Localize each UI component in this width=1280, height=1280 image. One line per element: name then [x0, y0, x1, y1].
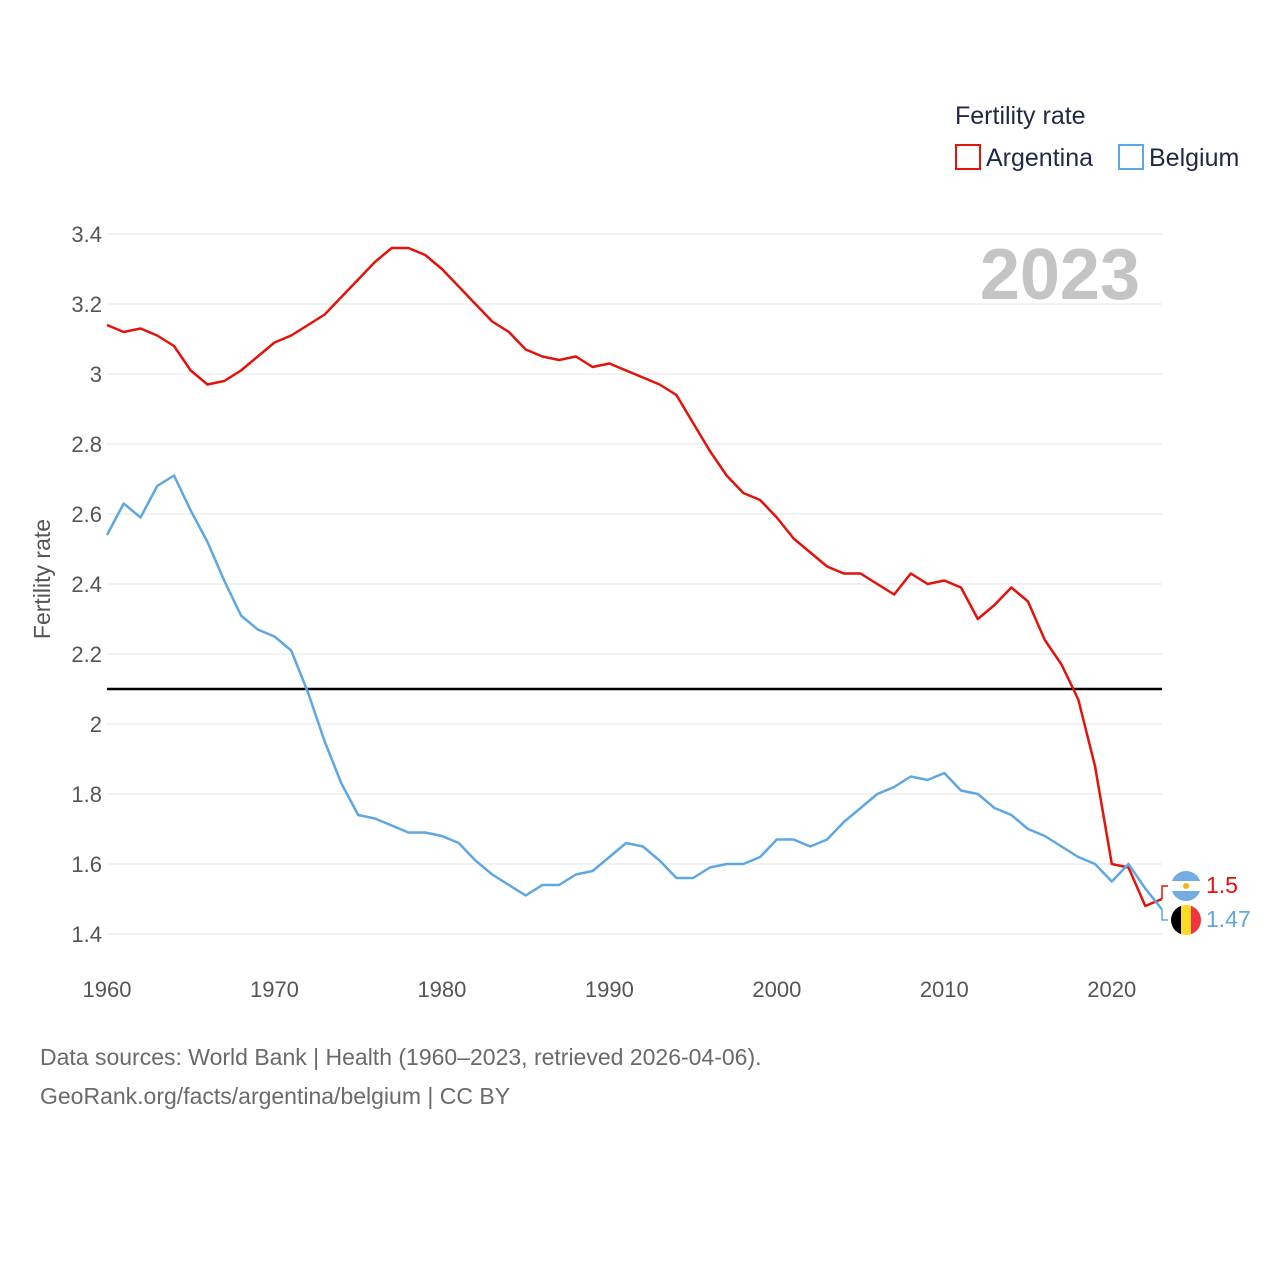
- y-tick-label: 1.6: [71, 852, 102, 877]
- x-tick-label: 2020: [1087, 977, 1136, 1002]
- legend-item-argentina[interactable]: Argentina: [955, 144, 1093, 172]
- x-axis-ticks: 1960 1970 1980 1990 2000 2010 2020: [83, 977, 1137, 1002]
- y-tick-label: 3.4: [71, 222, 102, 247]
- gridlines: [107, 233, 1162, 935]
- series-line-belgium: [105, 474, 1163, 911]
- legend-item-belgium[interactable]: Belgium: [1118, 144, 1239, 172]
- end-value-belgium: 1.47: [1206, 906, 1251, 932]
- y-axis-ticks: 1.4 1.6 1.8 2 2.2 2.4 2.6 2.8 3 3.2 3.4: [71, 222, 102, 947]
- argentina-flag-icon: [1171, 871, 1201, 901]
- y-tick-label: 3: [90, 362, 102, 387]
- x-tick-label: 1990: [585, 977, 634, 1002]
- legend: Fertility rate Argentina Belgium: [955, 102, 1239, 172]
- footer-attribution[interactable]: GeoRank.org/facts/argentina/belgium | CC…: [40, 1083, 511, 1109]
- end-connector-belgium: [1161, 909, 1168, 921]
- belgium-flag-icon: [1171, 905, 1201, 935]
- series-line-argentina: [106, 246, 1163, 908]
- y-tick-label: 3.2: [71, 292, 102, 317]
- legend-title: Fertility rate: [955, 102, 1086, 130]
- x-tick-label: 2000: [752, 977, 801, 1002]
- legend-swatch-argentina: [955, 144, 981, 170]
- y-tick-label: 2.2: [71, 642, 102, 667]
- y-tick-label: 1.4: [71, 922, 102, 947]
- y-tick-label: 2.4: [71, 572, 102, 597]
- x-tick-label: 1980: [417, 977, 466, 1002]
- current-year-label: 2023: [980, 235, 1140, 315]
- x-tick-label: 1960: [83, 977, 132, 1002]
- y-tick-label: 1.8: [71, 782, 102, 807]
- y-axis-label: Fertility rate: [29, 519, 55, 639]
- legend-label-belgium: Belgium: [1149, 144, 1239, 172]
- x-tick-label: 2010: [920, 977, 969, 1002]
- end-connector-argentina: [1161, 885, 1168, 899]
- end-value-argentina: 1.5: [1206, 872, 1238, 898]
- legend-swatch-belgium: [1118, 144, 1144, 170]
- legend-label-argentina: Argentina: [986, 144, 1093, 172]
- y-tick-label: 2.6: [71, 502, 102, 527]
- footer-data-sources: Data sources: World Bank | Health (1960–…: [40, 1044, 762, 1070]
- y-tick-label: 2.8: [71, 432, 102, 457]
- x-tick-label: 1970: [250, 977, 299, 1002]
- y-tick-label: 2: [90, 712, 102, 737]
